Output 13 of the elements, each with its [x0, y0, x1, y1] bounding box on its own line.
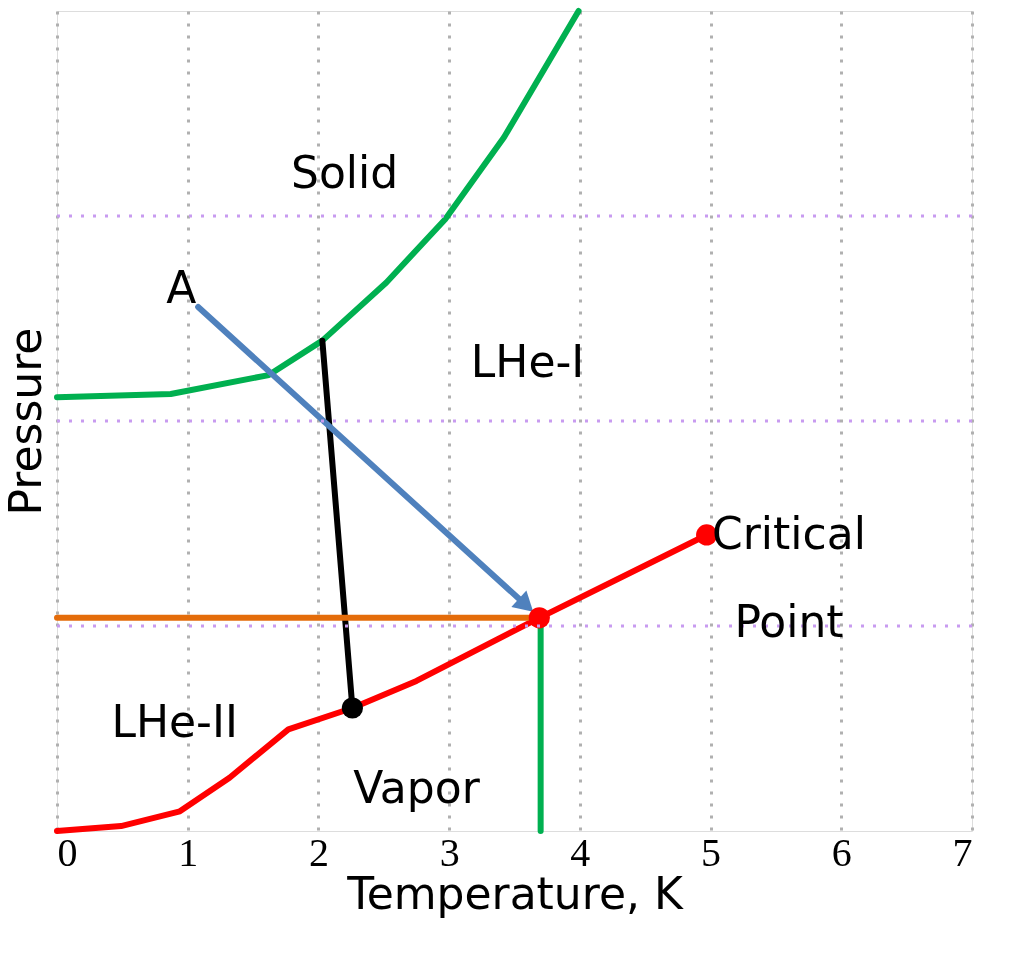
annotation: Vapor	[353, 762, 481, 813]
annotation: LHe-I	[470, 335, 585, 387]
x-tick-label: 5	[701, 829, 722, 875]
x-tick-label: 0	[57, 829, 78, 875]
x-tick-label: 7	[952, 829, 973, 875]
annotation: Critical Point	[712, 507, 866, 647]
x-tick-label: 2	[308, 829, 329, 875]
x-tick-label: 6	[831, 829, 852, 875]
y-axis-title: Pressure	[0, 327, 51, 516]
annotation: Solid	[290, 147, 399, 198]
annotation: LHe-II	[111, 696, 238, 748]
x-tick-label: 1	[178, 829, 199, 875]
annotation: A	[166, 261, 197, 313]
